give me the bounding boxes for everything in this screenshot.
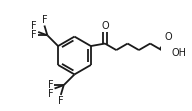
Text: F: F — [48, 80, 53, 90]
Text: F: F — [48, 89, 54, 99]
Text: OH: OH — [171, 48, 186, 58]
Text: O: O — [164, 32, 172, 42]
Text: F: F — [58, 96, 64, 106]
Text: F: F — [31, 21, 37, 31]
Text: F: F — [31, 30, 37, 40]
Text: F: F — [42, 15, 47, 25]
Text: O: O — [101, 21, 109, 31]
